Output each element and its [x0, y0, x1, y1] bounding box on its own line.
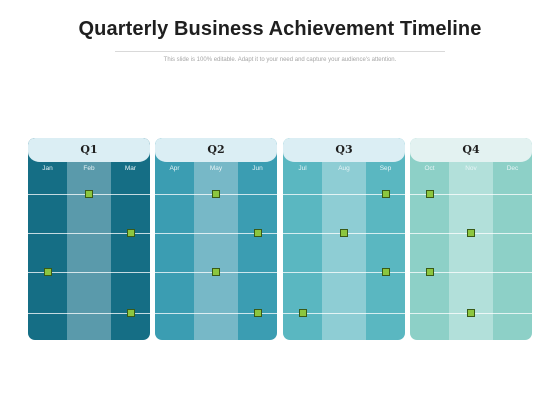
page-subtitle: This slide is 100% editable. Adapt it to…	[163, 57, 397, 63]
gridline	[28, 233, 150, 234]
month-label: May	[209, 165, 223, 172]
month-label: Feb	[83, 165, 95, 172]
month-label: Jul	[298, 165, 307, 172]
page-title: Quarterly Business Achievement Timeline	[78, 18, 482, 40]
gridline	[283, 313, 405, 314]
month-column-nov: Nov	[449, 138, 493, 340]
month-column-aug: Aug	[322, 138, 366, 340]
milestone-marker[interactable]	[425, 268, 434, 276]
month-label: Sep	[379, 165, 392, 172]
milestone-marker[interactable]	[340, 229, 348, 237]
gridline	[283, 194, 405, 195]
quarter-header-q1: Q1	[28, 138, 150, 162]
milestone-marker[interactable]	[212, 268, 220, 276]
title-divider	[115, 51, 445, 52]
gridline	[155, 233, 277, 234]
milestone-marker[interactable]	[253, 229, 262, 237]
quarter-header-q2: Q2	[155, 138, 277, 162]
month-label: Dec	[506, 165, 519, 172]
milestone-marker[interactable]	[43, 268, 52, 276]
milestone-marker[interactable]	[85, 190, 93, 198]
milestone-marker[interactable]	[467, 309, 475, 317]
month-column-jan: Jan	[28, 138, 67, 340]
month-column-may: May	[194, 138, 238, 340]
milestone-marker[interactable]	[212, 190, 220, 198]
quarter-header-q4: Q4	[410, 138, 532, 162]
month-label: Aug	[338, 165, 350, 172]
gridline	[410, 272, 532, 273]
month-label: Jan	[42, 165, 53, 172]
month-column-apr: Apr	[155, 138, 194, 340]
milestone-marker[interactable]	[425, 190, 434, 198]
gridline	[283, 272, 405, 273]
milestone-marker[interactable]	[381, 190, 390, 198]
month-label: Nov	[465, 165, 477, 172]
gridline	[28, 272, 150, 273]
month-column-jul: Jul	[283, 138, 322, 340]
month-column-mar: Mar	[111, 138, 150, 340]
quarter-card-q1: Jan Feb Mar Q1	[28, 138, 150, 340]
quarter-header-q3: Q3	[283, 138, 405, 162]
month-column-sep: Sep	[366, 138, 405, 340]
milestone-marker[interactable]	[467, 229, 475, 237]
month-label: Oct	[424, 165, 435, 172]
quarter-card-q4: Oct Nov Dec Q4	[410, 138, 532, 340]
month-label: Mar	[124, 165, 137, 172]
month-column-jun: Jun	[238, 138, 277, 340]
gridline	[410, 194, 532, 195]
month-column-dec: Dec	[493, 138, 532, 340]
month-label: Jun	[252, 165, 263, 172]
gridline	[28, 313, 150, 314]
milestone-marker[interactable]	[126, 229, 135, 237]
quarter-card-q3: Jul Aug Sep Q3	[283, 138, 405, 340]
milestone-marker[interactable]	[126, 309, 135, 317]
month-column-oct: Oct	[410, 138, 449, 340]
milestone-marker[interactable]	[298, 309, 307, 317]
month-column-feb: Feb	[67, 138, 111, 340]
month-label: Apr	[169, 165, 180, 172]
quarter-card-q2: Apr May Jun Q2	[155, 138, 277, 340]
milestone-marker[interactable]	[253, 309, 262, 317]
milestone-marker[interactable]	[381, 268, 390, 276]
gridline	[155, 313, 277, 314]
